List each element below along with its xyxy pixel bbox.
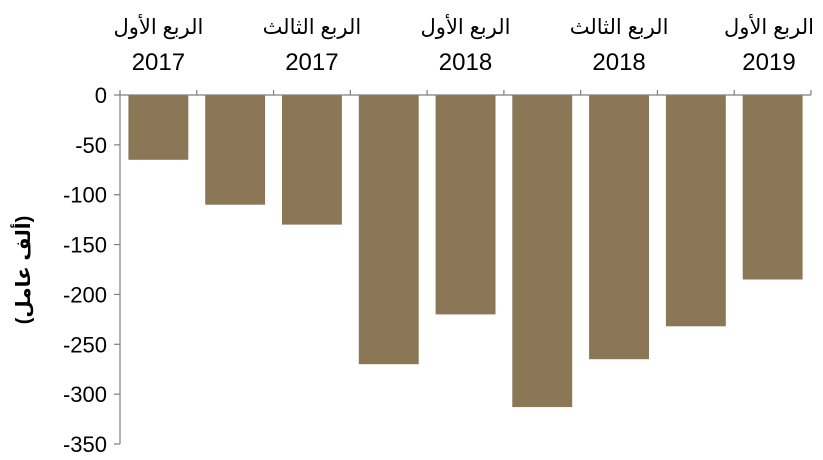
- bar-5: [435, 95, 496, 315]
- bar-6: [512, 95, 573, 408]
- y-tick-label: -100: [63, 183, 107, 208]
- y-tick-label: -300: [63, 382, 107, 407]
- category-quarter-label: الربع الثالث: [263, 16, 362, 39]
- bar-8: [665, 95, 726, 327]
- y-tick-label: -150: [63, 233, 107, 258]
- axes-layer: [114, 90, 812, 445]
- category-labels: الربع الأول 2017 الربع الثالث 2017 الربع الأ…: [113, 14, 813, 76]
- category-quarter-label: الربع الثالث: [570, 16, 669, 39]
- bar-7: [589, 95, 649, 360]
- y-tick-label: -200: [63, 282, 107, 307]
- y-tick-label: -250: [63, 332, 107, 357]
- category-year-label: 2019: [742, 49, 795, 76]
- bars-layer: [128, 95, 803, 408]
- y-axis-title: (ألف عامل): [9, 216, 35, 325]
- bar-1: [128, 95, 189, 160]
- category-year-label: 2017: [132, 49, 185, 76]
- y-tick-label: -50: [75, 133, 107, 158]
- bar-4: [358, 95, 419, 365]
- bar-9: [742, 95, 803, 280]
- category-year-label: 2018: [592, 49, 645, 76]
- bar-3: [282, 95, 342, 225]
- category-year-label: 2017: [285, 49, 338, 76]
- y-tick-labels: 0 -50 -100 -150 -200 -250 -300 -350: [63, 83, 107, 457]
- y-tick-label: -350: [63, 432, 107, 455]
- category-year-label: 2018: [439, 49, 492, 76]
- category-quarter-label: الربع الأول: [724, 14, 814, 39]
- category-quarter-label: الربع الأول: [421, 14, 511, 39]
- y-tick-label: 0: [95, 83, 107, 108]
- category-quarter-label: الربع الأول: [113, 14, 203, 39]
- bar-2: [205, 95, 266, 205]
